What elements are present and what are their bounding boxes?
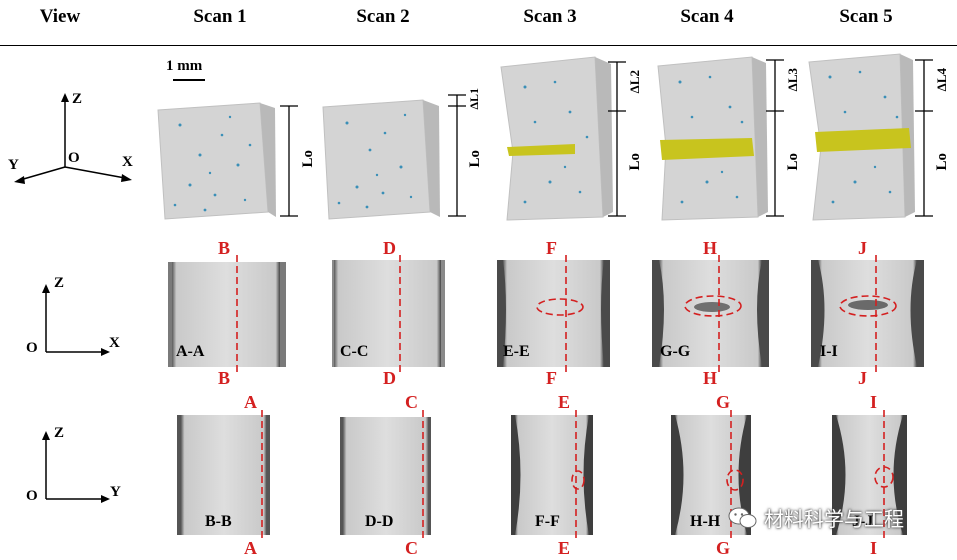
cut-label-top-9: G: [716, 392, 731, 412]
axis-z-label-row2: Z: [54, 275, 65, 291]
watermark-text: 材料科学与工程: [764, 507, 904, 531]
section-label-9: H-H: [690, 513, 721, 530]
cut-label-bottom-7: C: [405, 538, 418, 558]
wechat-icon: [728, 507, 757, 528]
cut-label-top-8: E: [558, 392, 571, 412]
section-label-2: C-C: [340, 343, 369, 360]
cut-label-top-1: B: [218, 238, 231, 258]
axes-xz-icon: [42, 284, 110, 356]
header-view: View: [39, 6, 81, 27]
cut-label-top-4: H: [703, 238, 718, 258]
watermark: 材料科学与工程: [728, 503, 904, 532]
specimen-3d-scan4: [657, 56, 768, 221]
axis-z-label-row3: Z: [54, 425, 65, 441]
cut-label-bottom-1: B: [218, 368, 231, 388]
cut-label-top-3: F: [546, 238, 557, 258]
specimen-3d-scan2: [322, 99, 440, 220]
specimen-3d-scan5: [808, 53, 915, 221]
specimen-3d-scan3: [500, 56, 613, 221]
cut-label-bottom-10: I: [870, 538, 878, 558]
header-scan1: Scan 1: [193, 6, 247, 27]
section-label-7: D-D: [365, 513, 394, 530]
section-label-4: G-G: [660, 343, 691, 360]
axis-y-label: Y: [8, 157, 19, 173]
dimension-lines: [280, 59, 933, 217]
cut-label-bottom-2: D: [383, 368, 396, 388]
axis-y-label-row3: Y: [110, 484, 121, 500]
section-label-10: J-J: [852, 513, 874, 530]
axis-o-label: O: [68, 150, 80, 166]
scale-bar: [173, 79, 205, 81]
header-scan3: Scan 3: [523, 6, 577, 27]
cut-label-bottom-4: H: [703, 368, 718, 388]
cut-label-top-7: C: [405, 392, 418, 412]
axis-x-label: X: [122, 154, 133, 170]
cut-label-bottom-8: E: [558, 538, 571, 558]
header-divider: [0, 45, 957, 46]
axis-x-label-row2: X: [109, 335, 120, 351]
cut-label-bottom-6: A: [244, 538, 257, 558]
axis-z-label: Z: [72, 91, 83, 107]
header-scan2: Scan 2: [356, 6, 410, 27]
axis-o-label-row2: O: [26, 340, 38, 356]
cut-label-bottom-9: G: [716, 538, 731, 558]
axis-o-label-row3: O: [26, 488, 38, 504]
scale-bar-label: 1 mm: [166, 58, 203, 74]
section-label-6: B-B: [205, 513, 232, 530]
axes-yz-icon: [42, 431, 110, 503]
cut-label-top-5: J: [858, 238, 867, 258]
section-label-5: I-I: [820, 343, 838, 360]
specimen-3d-scan1: [157, 102, 276, 220]
axes-3d-icon: [14, 93, 132, 184]
section-label-8: F-F: [535, 513, 560, 530]
cut-label-top-6: A: [244, 392, 257, 412]
cut-label-bottom-5: J: [858, 368, 867, 388]
cut-label-top-2: D: [383, 238, 396, 258]
header-scan5: Scan 5: [839, 6, 893, 27]
header-scan4: Scan 4: [680, 6, 734, 27]
cut-label-bottom-3: F: [546, 368, 557, 388]
section-label-3: E-E: [503, 343, 530, 360]
section-label-1: A-A: [176, 343, 205, 360]
cut-label-top-10: I: [870, 392, 878, 412]
